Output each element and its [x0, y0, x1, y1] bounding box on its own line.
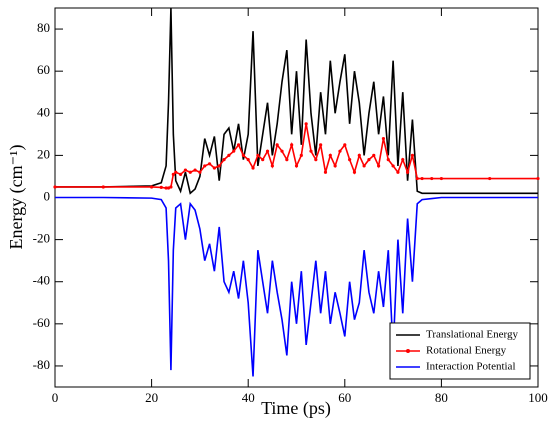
series-marker	[241, 153, 245, 157]
series-marker	[396, 170, 400, 174]
series-marker	[362, 164, 366, 168]
series-marker	[367, 158, 371, 162]
series-marker	[178, 172, 183, 176]
series-marker	[405, 170, 410, 174]
series-marker	[171, 172, 175, 176]
series-marker	[386, 158, 390, 162]
series-marker	[314, 158, 318, 162]
series-marker	[338, 149, 342, 153]
series-marker	[391, 164, 395, 168]
series-marker	[275, 143, 279, 147]
series-marker	[169, 185, 173, 189]
series-marker	[343, 143, 347, 147]
series-marker	[183, 168, 188, 172]
series-line	[55, 196, 538, 377]
series-marker	[372, 153, 376, 157]
series-marker	[420, 176, 424, 181]
series-marker	[232, 149, 236, 153]
x-tick-label: 60	[338, 390, 351, 405]
series-marker	[280, 149, 284, 153]
series-marker	[536, 176, 540, 181]
series-marker	[166, 186, 171, 190]
series-marker	[352, 170, 357, 174]
series-marker	[415, 176, 419, 181]
series-marker	[203, 164, 207, 168]
series-marker	[401, 158, 405, 162]
series-marker	[377, 164, 381, 168]
series-marker	[261, 158, 265, 162]
legend-label: Rotational Energy	[426, 345, 507, 357]
y-tick-label: -40	[33, 273, 50, 288]
y-tick-label: -80	[33, 357, 50, 372]
y-axis-label: Energy (cm⁻¹)	[6, 144, 27, 249]
series-line	[55, 7, 538, 195]
legend-label: Interaction Potential	[426, 361, 516, 373]
series-marker	[290, 143, 294, 147]
series-marker	[212, 166, 216, 170]
series-marker	[174, 170, 178, 174]
series-marker	[323, 170, 328, 174]
series-marker	[150, 185, 154, 189]
series-marker	[251, 166, 255, 170]
series-marker	[198, 170, 202, 174]
series-marker	[319, 143, 323, 147]
x-axis-label: Time (ps)	[261, 398, 331, 419]
series-marker	[285, 158, 289, 162]
series-marker	[270, 164, 274, 168]
series-marker	[294, 164, 299, 168]
series-marker	[328, 153, 332, 157]
series-marker	[164, 186, 168, 190]
series-marker	[193, 168, 197, 172]
series-marker	[246, 158, 250, 162]
series-marker	[159, 185, 163, 189]
series-marker	[222, 158, 226, 162]
series-line	[55, 123, 538, 189]
y-tick-label: -60	[33, 315, 50, 330]
y-tick-label: 60	[37, 62, 50, 77]
series-marker	[430, 176, 434, 181]
legend-label: Translational Energy	[426, 329, 518, 341]
y-tick-label: 0	[44, 188, 51, 203]
series-marker	[256, 153, 260, 157]
series-marker	[309, 149, 313, 153]
x-tick-label: 20	[145, 390, 158, 405]
x-tick-label: 80	[435, 390, 448, 405]
y-tick-label: 80	[37, 20, 50, 35]
series-marker	[207, 162, 212, 166]
legend-marker	[406, 349, 410, 353]
series-marker	[227, 153, 231, 157]
series-marker	[381, 136, 386, 141]
series-marker	[265, 149, 270, 153]
series-marker	[357, 153, 361, 157]
x-tick-label: 40	[242, 390, 255, 405]
x-tick-label: 100	[528, 390, 548, 405]
series-marker	[304, 122, 308, 126]
series-marker	[53, 185, 57, 189]
series-marker	[333, 164, 337, 168]
series-marker	[439, 176, 443, 181]
series-marker	[101, 185, 105, 189]
series-marker	[217, 164, 221, 168]
series-marker	[299, 153, 303, 157]
y-tick-label: 20	[37, 146, 50, 161]
series-marker	[410, 153, 415, 157]
series-marker	[488, 176, 492, 181]
series-marker	[188, 170, 192, 174]
x-tick-label: 0	[52, 390, 59, 405]
y-tick-label: 40	[37, 104, 50, 119]
series-marker	[348, 158, 352, 162]
y-tick-label: -20	[33, 231, 50, 246]
series-marker	[236, 143, 241, 147]
